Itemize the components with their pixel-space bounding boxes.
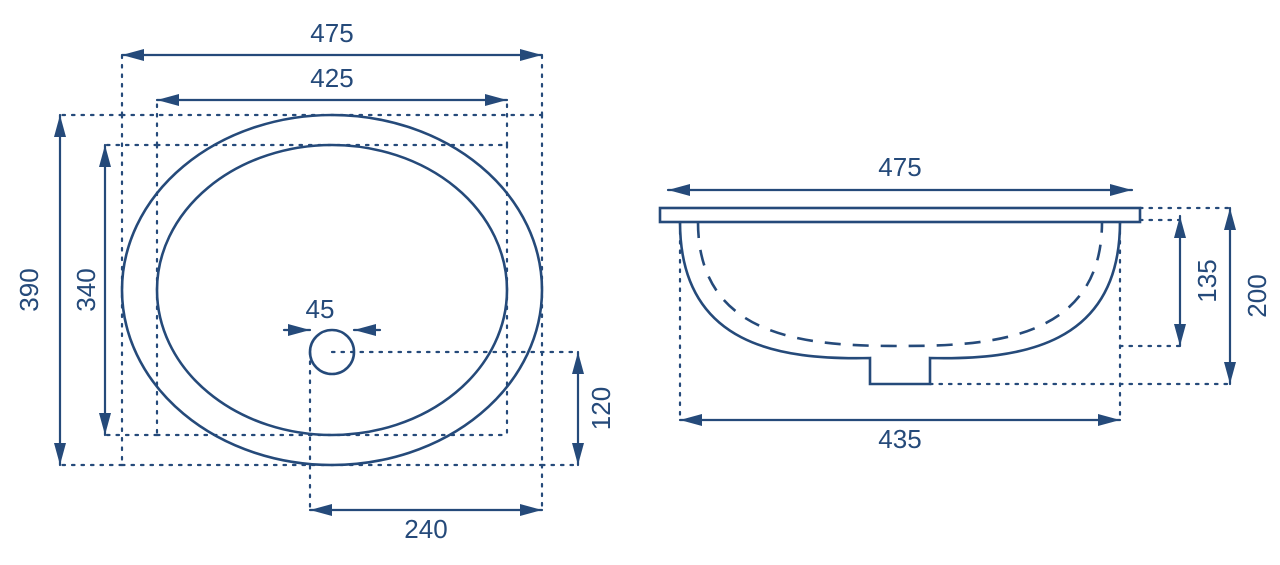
dim-200: 200: [1242, 274, 1272, 317]
side-view: 475 435 135 200: [660, 152, 1272, 454]
dim-390: 390: [14, 268, 44, 311]
dim-120: 120: [586, 387, 616, 430]
dim-135: 135: [1192, 259, 1222, 302]
dim-435: 435: [878, 424, 921, 454]
bowl-outer-profile: [680, 222, 1120, 384]
dim-475-top: 475: [310, 18, 353, 48]
basin-outer-ellipse: [122, 115, 542, 465]
basin-inner-ellipse: [157, 145, 507, 435]
dim-425: 425: [310, 63, 353, 93]
bowl-inner-dashed: [698, 222, 1102, 346]
rim: [660, 208, 1140, 222]
dim-340: 340: [71, 268, 101, 311]
dim-45: 45: [306, 294, 335, 324]
top-view: 475 425 390 340 45 120 240: [14, 18, 616, 544]
dim-240: 240: [404, 514, 447, 544]
dim-475-side: 475: [878, 152, 921, 182]
